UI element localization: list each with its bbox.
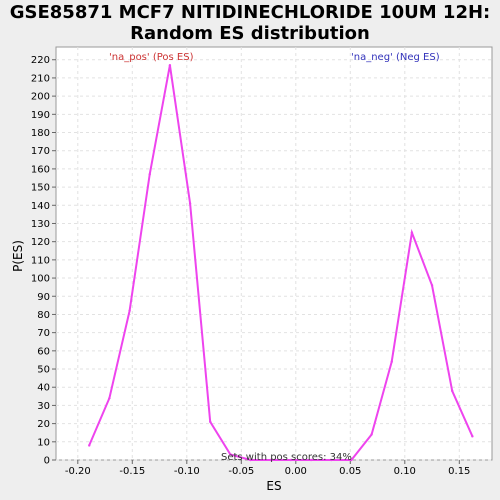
data-point bbox=[269, 458, 272, 462]
x-tick-label: -0.15 bbox=[119, 466, 145, 477]
x-tick-label: -0.20 bbox=[65, 466, 91, 477]
data-point bbox=[128, 309, 131, 313]
y-tick-label: 20 bbox=[37, 419, 50, 430]
chart-title-line2: Random ES distribution bbox=[130, 23, 370, 44]
data-point bbox=[451, 389, 454, 393]
y-tick-label: 180 bbox=[31, 128, 50, 139]
data-point bbox=[370, 433, 373, 436]
data-point bbox=[309, 458, 313, 462]
y-tick-label: 100 bbox=[31, 274, 50, 285]
y-tick-label: 220 bbox=[31, 55, 50, 66]
data-points bbox=[88, 63, 474, 462]
y-tick-label: 80 bbox=[37, 310, 50, 321]
plot-area bbox=[55, 46, 493, 461]
y-axis-ticks: 0 10 20 30 40 50 60 70 80 90 100 110 120 130 140 150 160… bbox=[31, 55, 56, 467]
data-point bbox=[168, 63, 172, 67]
data-point bbox=[229, 453, 232, 456]
y-tick-label: 0 bbox=[44, 456, 50, 467]
y-tick-label: 160 bbox=[31, 164, 50, 175]
pos-scores-note: Sets with pos scores: 34% bbox=[221, 452, 352, 463]
y-tick-label: 30 bbox=[37, 401, 50, 412]
data-point bbox=[430, 284, 434, 287]
data-point bbox=[88, 444, 91, 447]
data-point bbox=[188, 202, 192, 205]
y-tick-label: 70 bbox=[37, 328, 50, 339]
x-axis-ticks: -0.20 -0.15 -0.10 -0.05 0.00 0.05 0.10 0.15 bbox=[65, 460, 470, 477]
data-point bbox=[148, 173, 151, 176]
chart-title: GSE85871 MCF7 NITIDINECHLORIDE 10UM 12H:… bbox=[0, 2, 500, 44]
grid-lines bbox=[56, 47, 492, 461]
es-distribution-line bbox=[88, 65, 474, 461]
y-tick-label: 140 bbox=[31, 201, 50, 212]
data-point bbox=[350, 458, 353, 462]
x-tick-label: -0.10 bbox=[174, 466, 200, 477]
pos-es-label: 'na_pos' (Pos ES) bbox=[109, 52, 194, 63]
y-tick-label: 130 bbox=[31, 219, 50, 230]
x-axis-label: ES bbox=[266, 479, 281, 493]
data-point bbox=[249, 458, 252, 462]
y-tick-label: 200 bbox=[31, 92, 50, 103]
x-tick-label: 0.10 bbox=[394, 466, 416, 477]
neg-es-label: 'na_neg' (Neg ES) bbox=[351, 52, 440, 63]
x-tick-label: 0.05 bbox=[339, 466, 361, 477]
y-tick-label: 210 bbox=[31, 73, 50, 84]
y-tick-label: 120 bbox=[31, 237, 50, 248]
data-point bbox=[330, 458, 333, 462]
y-tick-label: 40 bbox=[37, 383, 50, 394]
data-point bbox=[390, 360, 393, 363]
x-tick-label: -0.05 bbox=[228, 466, 254, 477]
data-point bbox=[471, 435, 474, 438]
y-tick-label: 10 bbox=[37, 437, 50, 448]
data-point bbox=[108, 396, 111, 400]
y-tick-label: 170 bbox=[31, 146, 50, 157]
y-tick-label: 110 bbox=[31, 255, 50, 266]
y-tick-label: 50 bbox=[37, 365, 50, 376]
y-axis-label: P(ES) bbox=[11, 240, 25, 272]
data-point bbox=[289, 458, 293, 462]
y-tick-label: 60 bbox=[37, 346, 50, 357]
y-tick-label: 150 bbox=[31, 183, 50, 194]
x-tick-label: 0.15 bbox=[448, 466, 470, 477]
chart-title-line1: GSE85871 MCF7 NITIDINECHLORIDE 10UM 12H: bbox=[9, 2, 491, 23]
data-point bbox=[209, 420, 212, 423]
y-tick-label: 190 bbox=[31, 110, 50, 121]
x-tick-label: 0.00 bbox=[285, 466, 307, 477]
y-tick-label: 90 bbox=[37, 292, 50, 303]
data-point bbox=[410, 231, 414, 234]
